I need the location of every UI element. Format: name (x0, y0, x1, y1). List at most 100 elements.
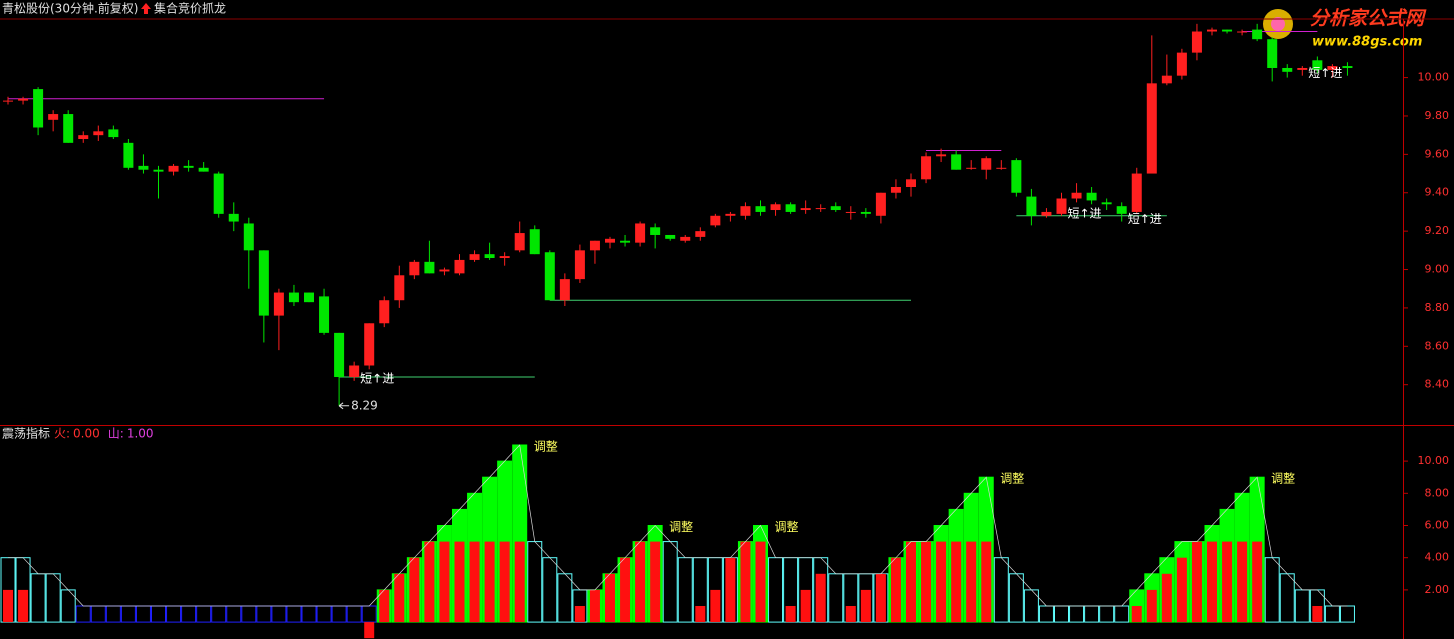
y-tick-label: 2.00 (1425, 583, 1450, 596)
candle-body (1222, 29, 1233, 32)
candle-body (108, 129, 119, 138)
fire-bar (1252, 541, 1263, 623)
candle-body (544, 252, 555, 301)
fire-bar (469, 541, 480, 623)
candle-body (1101, 202, 1112, 205)
fire-bar (800, 589, 811, 623)
fire-bar (740, 541, 751, 623)
fire-bar (1191, 541, 1202, 623)
candle-body (1131, 173, 1142, 212)
y-tick-label: 9.60 (1425, 147, 1450, 160)
candle-body (168, 165, 179, 172)
logo-flower-center (1271, 17, 1285, 31)
candle-body (1252, 29, 1263, 40)
fire-bar (439, 541, 450, 623)
fire-bar (890, 557, 901, 623)
up-arrow-icon (141, 3, 151, 14)
candle-body (559, 279, 570, 301)
signal-label: 短↑进 (1068, 206, 1102, 220)
candle-body (860, 211, 871, 214)
fire-bar (921, 541, 932, 623)
fire-bar (725, 557, 736, 623)
fire-bar (1146, 589, 1157, 623)
candle-body (785, 204, 796, 212)
legend-label: 火: (54, 427, 70, 441)
y-tick-label: 9.20 (1425, 224, 1450, 237)
candle-body (770, 204, 781, 211)
y-tick-label: 8.00 (1425, 486, 1450, 499)
fire-bar (1176, 557, 1187, 623)
candle-body (258, 250, 269, 316)
fire-bar (695, 605, 706, 623)
y-tick-label: 8.80 (1425, 301, 1450, 314)
fire-bar (650, 541, 661, 623)
low-marker-arrow (338, 402, 350, 410)
candle-body (1086, 192, 1097, 201)
candle-body (529, 229, 540, 255)
candle-body (1297, 67, 1308, 70)
low-marker-label: 8.29 (351, 398, 378, 412)
candle-body (469, 254, 480, 260)
adjust-label: 调整 (1000, 471, 1024, 486)
fire-bar (514, 541, 525, 623)
candle-body (78, 135, 89, 140)
candle-body (1161, 75, 1172, 84)
candle-body (1327, 66, 1338, 70)
fire-bar (1131, 605, 1142, 623)
signal-label: 短↑进 (1308, 66, 1342, 80)
candle-body (815, 208, 826, 210)
fire-bar (499, 541, 510, 623)
candle-body (589, 240, 600, 251)
fire-bar (424, 541, 435, 623)
candle-body (1282, 67, 1293, 72)
candle-body (273, 292, 284, 316)
fire-bar (3, 589, 13, 623)
candle-body (334, 332, 345, 378)
candle-body (1176, 52, 1187, 76)
candle-body (153, 169, 164, 172)
candle-body (725, 213, 736, 216)
y-tick-label: 9.80 (1425, 109, 1450, 122)
candle-body (1116, 206, 1127, 214)
fire-bar (484, 541, 495, 623)
fire-bar (1161, 573, 1172, 623)
candle-body (800, 208, 811, 211)
candle-body (650, 227, 661, 235)
candle-body (755, 206, 766, 212)
candle-body (514, 233, 525, 251)
signal-label: 短↑进 (360, 371, 394, 385)
candle-body (288, 292, 299, 303)
candle-body (1011, 160, 1022, 193)
candle-body (1207, 29, 1217, 32)
fire-bar (394, 573, 405, 623)
logo-url: www.88gs.com (1312, 35, 1422, 50)
candle-body (906, 179, 916, 187)
candle-body (1312, 60, 1323, 70)
mountain-line (8, 444, 1348, 607)
candle-body (996, 167, 1007, 169)
fire-bar (1222, 541, 1233, 623)
candle-body (1041, 211, 1052, 216)
fire-bar (936, 541, 947, 623)
stock-title: 青松股份(30分钟.前复权) (2, 1, 138, 16)
candle-body (1342, 66, 1353, 68)
fire-bar (1312, 605, 1323, 623)
fire-bar (860, 589, 871, 623)
fire-bar (755, 541, 766, 623)
candle-body (3, 100, 13, 102)
y-tick-label: 4.00 (1425, 551, 1450, 564)
candle-body (183, 165, 194, 168)
candle-body (304, 292, 314, 303)
candle-body (921, 156, 932, 180)
candle-body (695, 231, 706, 237)
adjust-label: 调整 (775, 519, 799, 534)
y-tick-label: 8.40 (1425, 378, 1450, 391)
candle-body (243, 223, 254, 251)
candle-body (138, 165, 149, 170)
fire-bar (1207, 541, 1217, 623)
candle-body (33, 89, 44, 128)
legend-value: 1.00 (127, 427, 154, 441)
candle-body (499, 256, 510, 259)
